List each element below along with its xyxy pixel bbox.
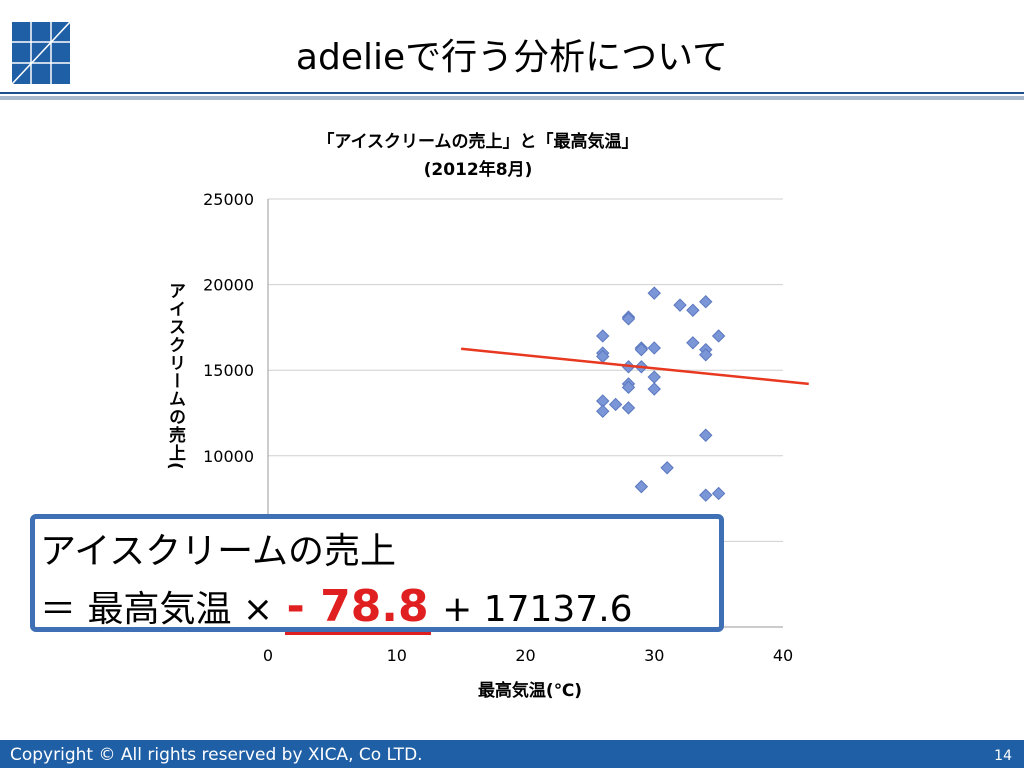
data-point (596, 404, 610, 418)
formula-lhs: アイスクリームの売上 (40, 531, 397, 572)
data-point (621, 312, 636, 326)
company-logo (12, 22, 70, 84)
footer-bar (0, 740, 1024, 768)
chart-title-line1: 「アイスクリームの売上」と「最高気温」 (317, 132, 639, 152)
y-tick-label: 20000 (203, 276, 254, 295)
data-point (596, 329, 610, 343)
data-point (647, 370, 661, 384)
data-point (634, 342, 649, 357)
title-divider (0, 92, 1024, 94)
trendline (460, 347, 809, 386)
x-tick-label: 20 (515, 646, 535, 665)
formula-prefix: ＝ 最高気温 × (40, 589, 285, 630)
data-point (711, 486, 726, 501)
copyright-text: Copyright © All rights reserved by XICA,… (10, 745, 423, 765)
y-tick-label: 25000 (203, 190, 254, 209)
formula-rhs: ＝ 最高気温 × - 78.8 + 17137.6 (40, 580, 633, 635)
data-point (686, 336, 700, 350)
data-point (699, 488, 713, 502)
x-tick-label: 10 (387, 646, 407, 665)
data-point (699, 348, 713, 362)
data-point (660, 461, 674, 475)
x-tick-label: 0 (263, 646, 273, 665)
x-axis-label: 最高気温(℃) (477, 681, 583, 701)
slide-title: adelieで行う分析について (295, 37, 729, 78)
data-point (621, 401, 636, 415)
formula-coefficient: - 78.8 (284, 581, 431, 635)
data-point (686, 303, 700, 317)
data-point (634, 479, 649, 494)
title-divider-shadow (0, 96, 1024, 100)
chart-title-line2: (2012年8月) (423, 160, 533, 180)
formula-box (30, 514, 724, 632)
page-number: 14 (994, 748, 1012, 764)
y-axis-label: アイスクリームの売上( (165, 282, 185, 471)
data-point (647, 341, 661, 355)
x-tick-label: 40 (773, 646, 793, 665)
chart-title: 「アイスクリームの売上」と「最高気温」 (2012年8月) (228, 128, 728, 184)
data-point (711, 329, 726, 343)
data-point (699, 428, 713, 442)
x-tick-label: 30 (644, 646, 664, 665)
data-point (621, 380, 636, 395)
data-point (647, 382, 661, 396)
data-point (699, 295, 713, 309)
y-tick-label: 10000 (203, 447, 254, 466)
data-point (608, 397, 623, 412)
data-point (647, 286, 661, 300)
y-tick-label: 15000 (203, 361, 254, 380)
formula-suffix: + 17137.6 (430, 589, 633, 630)
data-point (673, 298, 687, 312)
